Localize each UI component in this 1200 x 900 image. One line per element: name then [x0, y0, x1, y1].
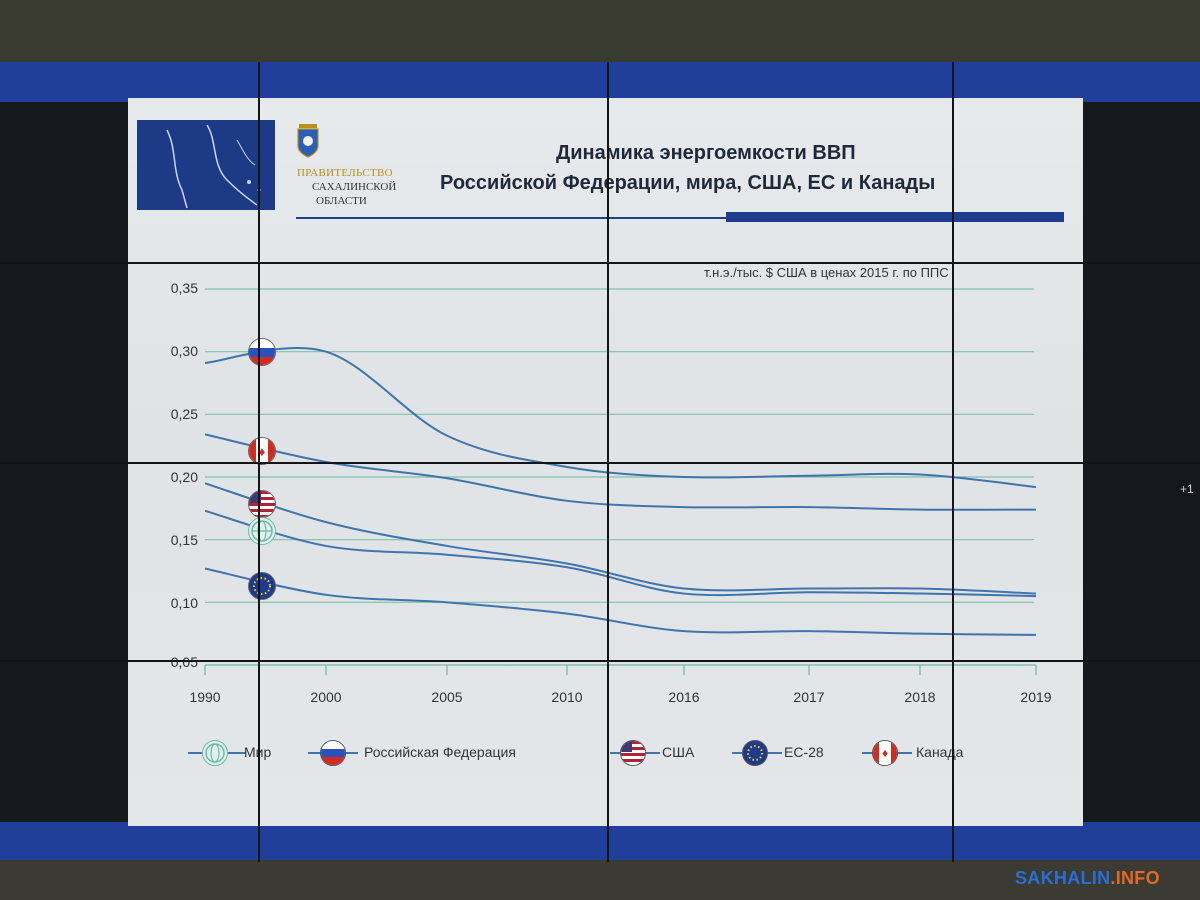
eu-flag-icon	[248, 572, 276, 600]
x-tick-label: 2017	[793, 689, 825, 705]
screen-bezel	[0, 660, 1200, 662]
sakhalin-map-image	[137, 120, 275, 210]
legend-item-canada: ♦ Канада	[862, 740, 992, 766]
eu-flag-icon	[742, 740, 768, 766]
watermark-main: SAKHALIN	[1015, 868, 1111, 888]
russia-flag-icon	[320, 740, 346, 766]
series-line-usa-flag	[204, 482, 1037, 595]
y-tick-label: 0,15	[170, 532, 198, 548]
series-line-canada-flag	[204, 433, 1037, 511]
watermark-suffix: .INFO	[1110, 868, 1160, 888]
y-tick-label: 0,05	[170, 654, 198, 670]
title-accent-bar	[726, 212, 1064, 222]
legend-item-eu: ЕС-28	[732, 740, 852, 766]
floor-area	[0, 860, 1200, 900]
x-tick-label: 2019	[1020, 689, 1052, 705]
x-tick-label: 1990	[189, 689, 221, 705]
canada-flag-icon: ♦	[872, 740, 898, 766]
legend-item-russia: Российская Федерация	[308, 740, 588, 766]
legend-item-world: Мир	[188, 740, 288, 766]
russia-flag-icon	[248, 338, 276, 366]
legend-label: Канада	[916, 744, 964, 760]
y-tick-label: 0,30	[170, 343, 198, 359]
canada-flag-icon: ♦	[248, 437, 276, 465]
legend-label: США	[662, 744, 695, 760]
site-watermark: SAKHALIN.INFO	[1015, 868, 1160, 889]
legend-item-usa: США	[610, 740, 720, 766]
x-tick-label: 2005	[431, 689, 463, 705]
slide-title-line1: Динамика энергоемкости ВВП	[556, 142, 856, 164]
screen-bezel	[0, 262, 1200, 264]
globe-icon	[248, 517, 276, 545]
series-line-globe	[204, 509, 1037, 598]
x-tick-label: 2000	[310, 689, 342, 705]
org-name-line2: САХАЛИНСКОЙ	[312, 181, 397, 193]
y-tick-label: 0,35	[170, 280, 198, 296]
title-underline	[296, 217, 1064, 219]
legend-label: ЕС-28	[784, 744, 824, 760]
slide-title-line2: Российской Федерации, мира, США, ЕС и Ка…	[440, 172, 936, 194]
screen-bezel	[0, 462, 1200, 464]
ceiling-area	[0, 0, 1200, 62]
usa-flag-icon	[248, 490, 276, 518]
legend-label: Мир	[244, 744, 271, 760]
units-label: т.н.э./тыс. $ США в ценах 2015 г. по ППС	[704, 265, 949, 280]
coat-of-arms-icon	[297, 124, 319, 158]
series-line-eu-flag	[204, 567, 1037, 636]
x-tick-label: 2016	[668, 689, 700, 705]
y-tick-label: 0,10	[170, 595, 198, 611]
legend-label: Российская Федерация	[364, 744, 516, 760]
series-line-russia-flag	[204, 347, 1037, 489]
y-tick-label: 0,20	[170, 469, 198, 485]
org-name-line1: ПРАВИТЕЛЬСТВО	[297, 167, 393, 179]
x-tick-label: 2010	[551, 689, 583, 705]
org-name-line3: ОБЛАСТИ	[316, 195, 367, 207]
screen-bottom-band	[0, 822, 1200, 860]
edge-text: +1	[1180, 482, 1194, 496]
y-tick-label: 0,25	[170, 406, 198, 422]
screen-top-band	[0, 62, 1200, 102]
x-tick-label: 2018	[904, 689, 936, 705]
usa-flag-icon	[620, 740, 646, 766]
globe-icon	[202, 740, 228, 766]
